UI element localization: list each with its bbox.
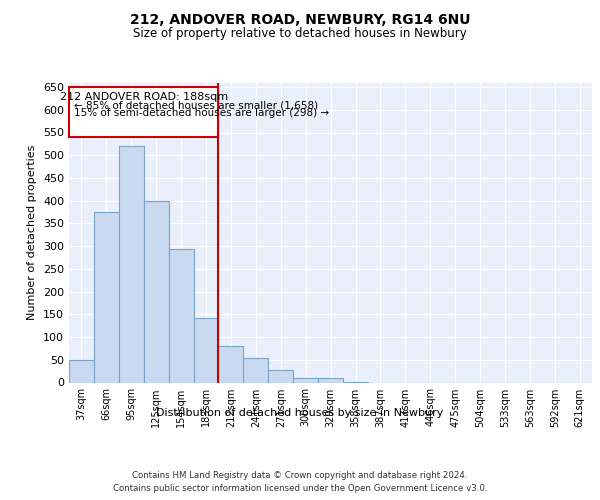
Bar (194, 318, 218, 382)
Text: Contains public sector information licensed under the Open Government Licence v3: Contains public sector information licen… (113, 484, 487, 493)
Bar (244, 358, 268, 382)
FancyBboxPatch shape (69, 87, 218, 137)
Y-axis label: Number of detached properties: Number of detached properties (28, 145, 37, 320)
Bar (69, 360, 94, 382)
Text: Distribution of detached houses by size in Newbury: Distribution of detached houses by size … (157, 408, 443, 418)
Text: 15% of semi-detached houses are larger (298) →: 15% of semi-detached houses are larger (… (74, 108, 329, 118)
Bar (218, 346, 244, 383)
Text: Size of property relative to detached houses in Newbury: Size of property relative to detached ho… (133, 28, 467, 40)
Bar (293, 378, 318, 382)
Bar (268, 370, 293, 382)
Text: 212 ANDOVER ROAD: 188sqm: 212 ANDOVER ROAD: 188sqm (59, 92, 228, 102)
Bar (144, 200, 169, 382)
Text: ← 85% of detached houses are smaller (1,658): ← 85% of detached houses are smaller (1,… (74, 100, 318, 110)
Text: 212, ANDOVER ROAD, NEWBURY, RG14 6NU: 212, ANDOVER ROAD, NEWBURY, RG14 6NU (130, 12, 470, 26)
Bar (94, 212, 119, 382)
Text: Contains HM Land Registry data © Crown copyright and database right 2024.: Contains HM Land Registry data © Crown c… (132, 471, 468, 480)
Bar (169, 250, 194, 382)
Bar (119, 146, 144, 382)
Bar (318, 378, 343, 382)
